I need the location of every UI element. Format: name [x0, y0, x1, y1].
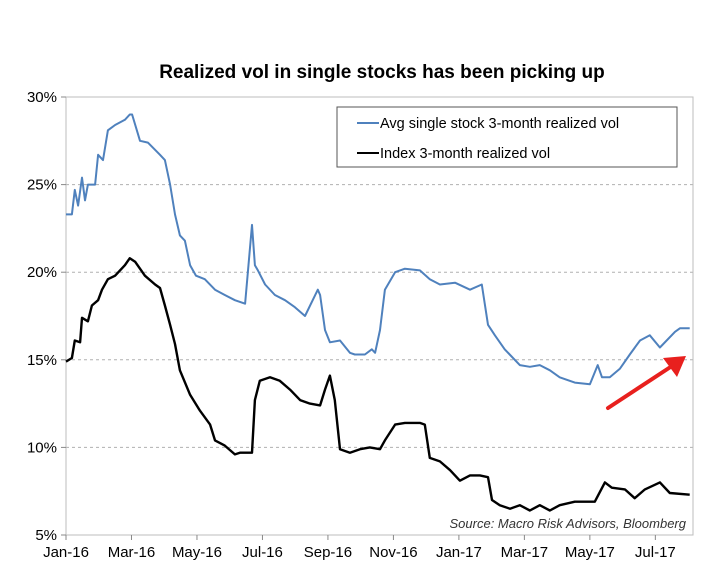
y-tick-label: 25%	[27, 177, 57, 194]
chart-title: Realized vol in single stocks has been p…	[159, 62, 605, 83]
y-tick-label: 20%	[27, 264, 57, 281]
legend-label-avg-single-stock: Avg single stock 3-month realized vol	[380, 116, 619, 132]
x-tick-label: Mar-17	[501, 544, 549, 561]
arrow-shaft	[606, 364, 674, 410]
x-tick-label: Jul-16	[242, 544, 283, 561]
x-tick-label: Jan-16	[43, 544, 89, 561]
x-tick-label: Jan-17	[436, 544, 482, 561]
trend-arrow-annotation	[606, 356, 686, 410]
legend: Avg single stock 3-month realized vol In…	[336, 106, 678, 168]
x-tick-label: May-16	[172, 544, 222, 561]
y-tick-label: 10%	[27, 439, 57, 456]
legend-label-index: Index 3-month realized vol	[380, 146, 550, 162]
x-tick-label: May-17	[565, 544, 615, 561]
x-tick-label: Nov-16	[369, 544, 417, 561]
x-tick-label: Mar-16	[108, 544, 156, 561]
x-tick-label: Sep-16	[304, 544, 352, 561]
source-note: Source: Macro Risk Advisors, Bloomberg	[450, 516, 687, 531]
y-tick-label: 15%	[27, 352, 57, 369]
y-tick-label: 5%	[35, 527, 57, 544]
arrow-head-icon	[663, 356, 686, 377]
y-tick-label: 30%	[27, 89, 57, 106]
legend-box	[336, 106, 678, 168]
series-line-avg-single-stock-vol	[66, 113, 690, 386]
plot-area	[65, 96, 694, 536]
x-tick-label: Jul-17	[635, 544, 676, 561]
series-line-index-vol	[65, 257, 690, 512]
